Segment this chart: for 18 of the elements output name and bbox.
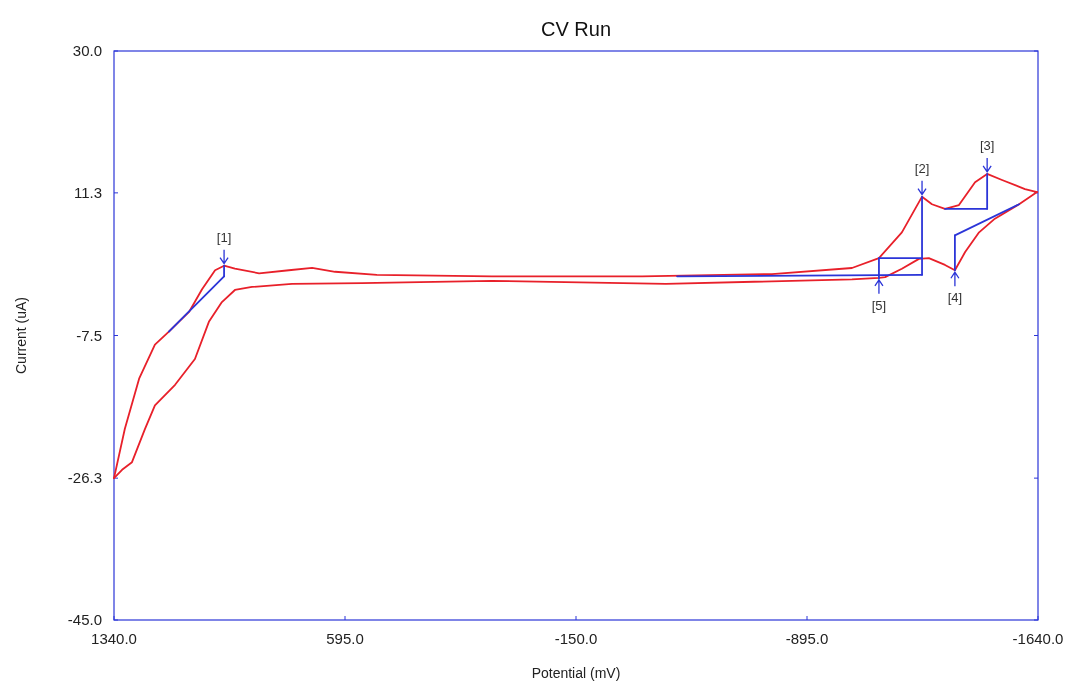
y-axis-title: Current (uA): [13, 296, 29, 375]
x-tick-label: 595.0: [326, 630, 364, 647]
chart-title: CV Run: [540, 18, 612, 40]
x-axis-title: Potential (mV): [531, 665, 621, 681]
x-tick-label: -1640.0: [1012, 630, 1064, 647]
annotation: [4]: [947, 290, 963, 306]
annotation: [2]: [914, 160, 930, 176]
y-tick-label: -7.5: [76, 326, 102, 344]
annotation: [5]: [871, 297, 887, 313]
y-tick-label: 11.3: [73, 183, 102, 201]
x-tick-label: 1340.0: [91, 630, 137, 647]
annotation: [1]: [216, 229, 232, 245]
x-tick-label: -150.0: [554, 630, 598, 647]
y-tick-label: -45.0: [67, 611, 102, 628]
y-tick-label: -26.3: [67, 469, 102, 487]
annotation: [3]: [979, 137, 995, 153]
y-tick-label: 30.0: [72, 42, 102, 59]
x-tick-label: -895.0: [785, 630, 829, 647]
